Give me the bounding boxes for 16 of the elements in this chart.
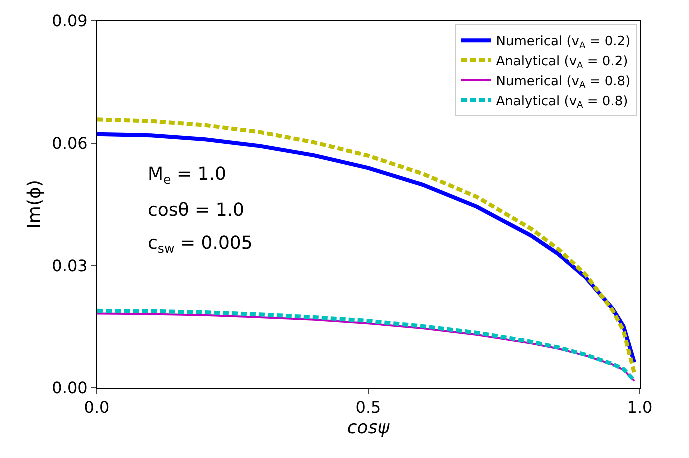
x-tick-label: 1.0 — [627, 398, 653, 418]
x-tick-label: 0.5 — [356, 398, 382, 418]
y-tick-label: 0.00 — [52, 378, 88, 398]
legend-label: Numerical (v$_{A}$ = 0.2) — [496, 34, 631, 52]
legend-label: Analytical (v$_{A}$ = 0.8) — [496, 94, 628, 112]
annotation: M$_{e}$ = 1.0 — [148, 164, 226, 187]
y-tick-label: 0.09 — [52, 12, 88, 31]
annotation: cosθ = 1.0 — [148, 200, 244, 221]
x-axis-title: cosψ — [347, 417, 391, 438]
legend-label: Numerical (v$_{A}$ = 0.8) — [496, 74, 631, 92]
y-tick-label: 0.03 — [52, 256, 88, 276]
y-axis-title: Im(ϕ) — [24, 180, 46, 229]
y-tick-label: 0.06 — [52, 134, 88, 153]
annotation: c$_{sw}$ = 0.005 — [148, 233, 253, 256]
legend-label: Analytical (v$_{A}$ = 0.2) — [496, 54, 628, 72]
x-tick-label: 0.0 — [84, 398, 110, 418]
